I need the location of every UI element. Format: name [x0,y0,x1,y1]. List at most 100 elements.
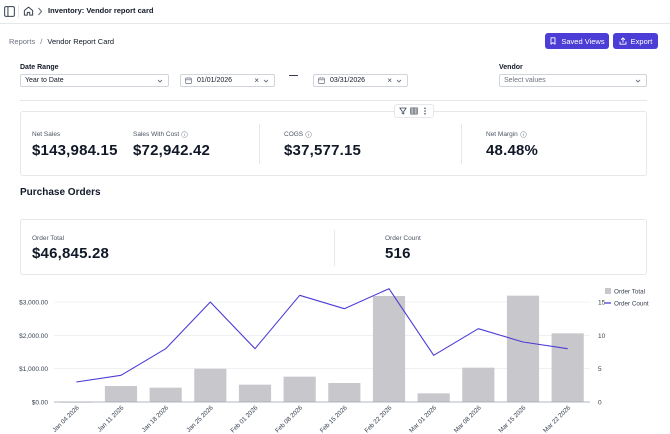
order-count-label: Order Count [385,235,421,242]
info-icon[interactable] [520,131,527,138]
x-axis-tick-label: Feb 08 2026 [274,404,304,434]
left-axis-tick-label: $2,000.00 [19,333,48,340]
home-icon[interactable] [23,5,34,17]
info-icon[interactable] [181,131,188,138]
breadcrumb-current: Vendor Report Card [47,37,115,46]
x-axis-tick-label: Jan 04 2026 [51,404,81,434]
saved-views-label: Saved Views [561,36,605,46]
top-bar: Inventory: Vendor report card [0,0,670,24]
x-axis-tick-label: Jan 11 2026 [96,404,125,433]
order-total-bar [551,333,584,402]
order-total-bar [238,384,272,402]
sales-with-cost-label: Sales With Cost [133,131,188,138]
chevron-down-icon [263,79,269,83]
purchase-orders-chart: $0.00 $1,000.00 $2,000.00 $3,000.00 0 5 10 15 Ja… [19,288,649,434]
filter-icon[interactable] [399,107,407,115]
cogs-label-text: COGS [284,131,304,138]
saved-views-button[interactable]: Saved Views [545,33,609,49]
breadcrumb-reports-link[interactable]: Reports [9,37,36,46]
end-date-input[interactable]: 03/31/2026 × [313,74,408,87]
legend-label-order-total: Order Total [614,289,645,296]
x-axis-tick-label: Mar 22 2026 [542,404,572,434]
legend-label-order-count: Order Count [614,301,649,308]
date-range-select[interactable]: Year to Date [20,74,169,87]
x-axis-tick-label: Feb 01 2026 [229,404,259,434]
order-total-bar [462,367,495,402]
net-margin-value: 48.48% [486,142,539,159]
info-icon[interactable] [305,131,312,138]
metric-divider [461,124,462,164]
page-title: Inventory: Vendor report card [48,6,154,15]
order-count-line [76,288,568,383]
x-axis-tick-label: Mar 15 2026 [497,404,527,434]
date-range-dash [289,75,298,76]
clear-end-date-icon[interactable]: × [387,76,392,85]
export-label: Export [630,36,653,46]
order-total-bar [417,393,450,402]
order-count-value: 516 [385,245,411,262]
net-sales-value: $143,984.15 [32,142,118,159]
topbar-divider [18,5,19,18]
order-total-label: Order Total [32,235,65,242]
x-axis-tick-label: Feb 15 2026 [319,404,349,434]
end-date-value: 03/31/2026 [330,77,366,84]
vendor-placeholder: Select values [504,77,546,84]
x-axis-tick-label: Jan 18 2026 [141,404,171,434]
sales-with-cost-value: $72,942.42 [133,142,211,159]
bookmark-icon [550,37,556,45]
x-axis-tick-label: Mar 01 2026 [408,404,438,434]
chevron-down-icon [396,79,402,83]
cogs-value: $37,577.15 [284,142,362,159]
left-axis-tick-label: $1,000.00 [19,366,48,373]
table-icon[interactable] [410,107,418,115]
date-range-label: Date Range [20,64,59,71]
x-axis-tick-label: Feb 22 2026 [363,404,393,434]
x-axis-tick-label: Jan 25 2026 [185,404,215,434]
left-axis-tick-label: $0.00 [32,400,49,407]
right-axis-tick-label: 5 [598,366,602,373]
sales-with-cost-label-text: Sales With Cost [133,131,180,138]
right-axis-tick-label: 10 [598,333,606,340]
vendor-label: Vendor [499,64,523,71]
legend-swatch-order-total [605,288,611,294]
start-date-value: 01/01/2026 [197,77,233,84]
net-sales-label-text: Net Sales [32,131,61,138]
metric-divider [259,124,260,164]
order-total-bar [149,387,182,402]
order-total-bar [506,295,540,402]
upload-icon [619,37,627,45]
order-total-bar [104,386,138,402]
order-total-bar [194,368,227,402]
purchase-orders-card: Order Total $46,845.28 Order Count 516 [20,219,647,275]
cogs-label: COGS [284,131,312,138]
date-range-value: Year to Date [25,77,64,84]
card-toolbar [394,104,434,118]
order-total-value: $46,845.28 [32,245,110,262]
calendar-icon [185,77,192,84]
order-total-bar [283,376,316,402]
net-sales-label: Net Sales [32,131,60,138]
export-button[interactable]: Export [613,33,658,49]
summary-card: Net Sales $143,984.15 Sales With Cost $7… [20,111,647,176]
start-date-input[interactable]: 01/01/2026 × [180,74,275,87]
clear-start-date-icon[interactable]: × [254,76,259,85]
chevron-down-icon [157,79,163,83]
net-margin-label-text: Net Margin [486,131,518,138]
calendar-icon [318,77,325,84]
more-vertical-icon[interactable] [421,107,429,115]
purchase-orders-title: Purchase Orders [20,187,101,198]
x-axis-tick-label: Mar 08 2026 [453,404,483,434]
vendor-select[interactable]: Select values [499,74,647,87]
left-axis-tick-label: $3,000.00 [19,300,48,307]
net-margin-label: Net Margin [486,131,527,138]
breadcrumb-separator: / [40,37,43,46]
right-axis-tick-label: 0 [598,400,602,407]
order-total-bar [328,383,361,402]
sidebar-toggle-icon[interactable] [4,6,15,17]
chevron-down-icon [635,79,641,83]
right-axis-tick-label: 15 [598,300,606,307]
metric-divider [334,230,335,266]
chevron-right-icon [38,7,43,16]
order-total-bar [372,296,406,402]
breadcrumb: Reports / Vendor Report Card [9,37,114,46]
